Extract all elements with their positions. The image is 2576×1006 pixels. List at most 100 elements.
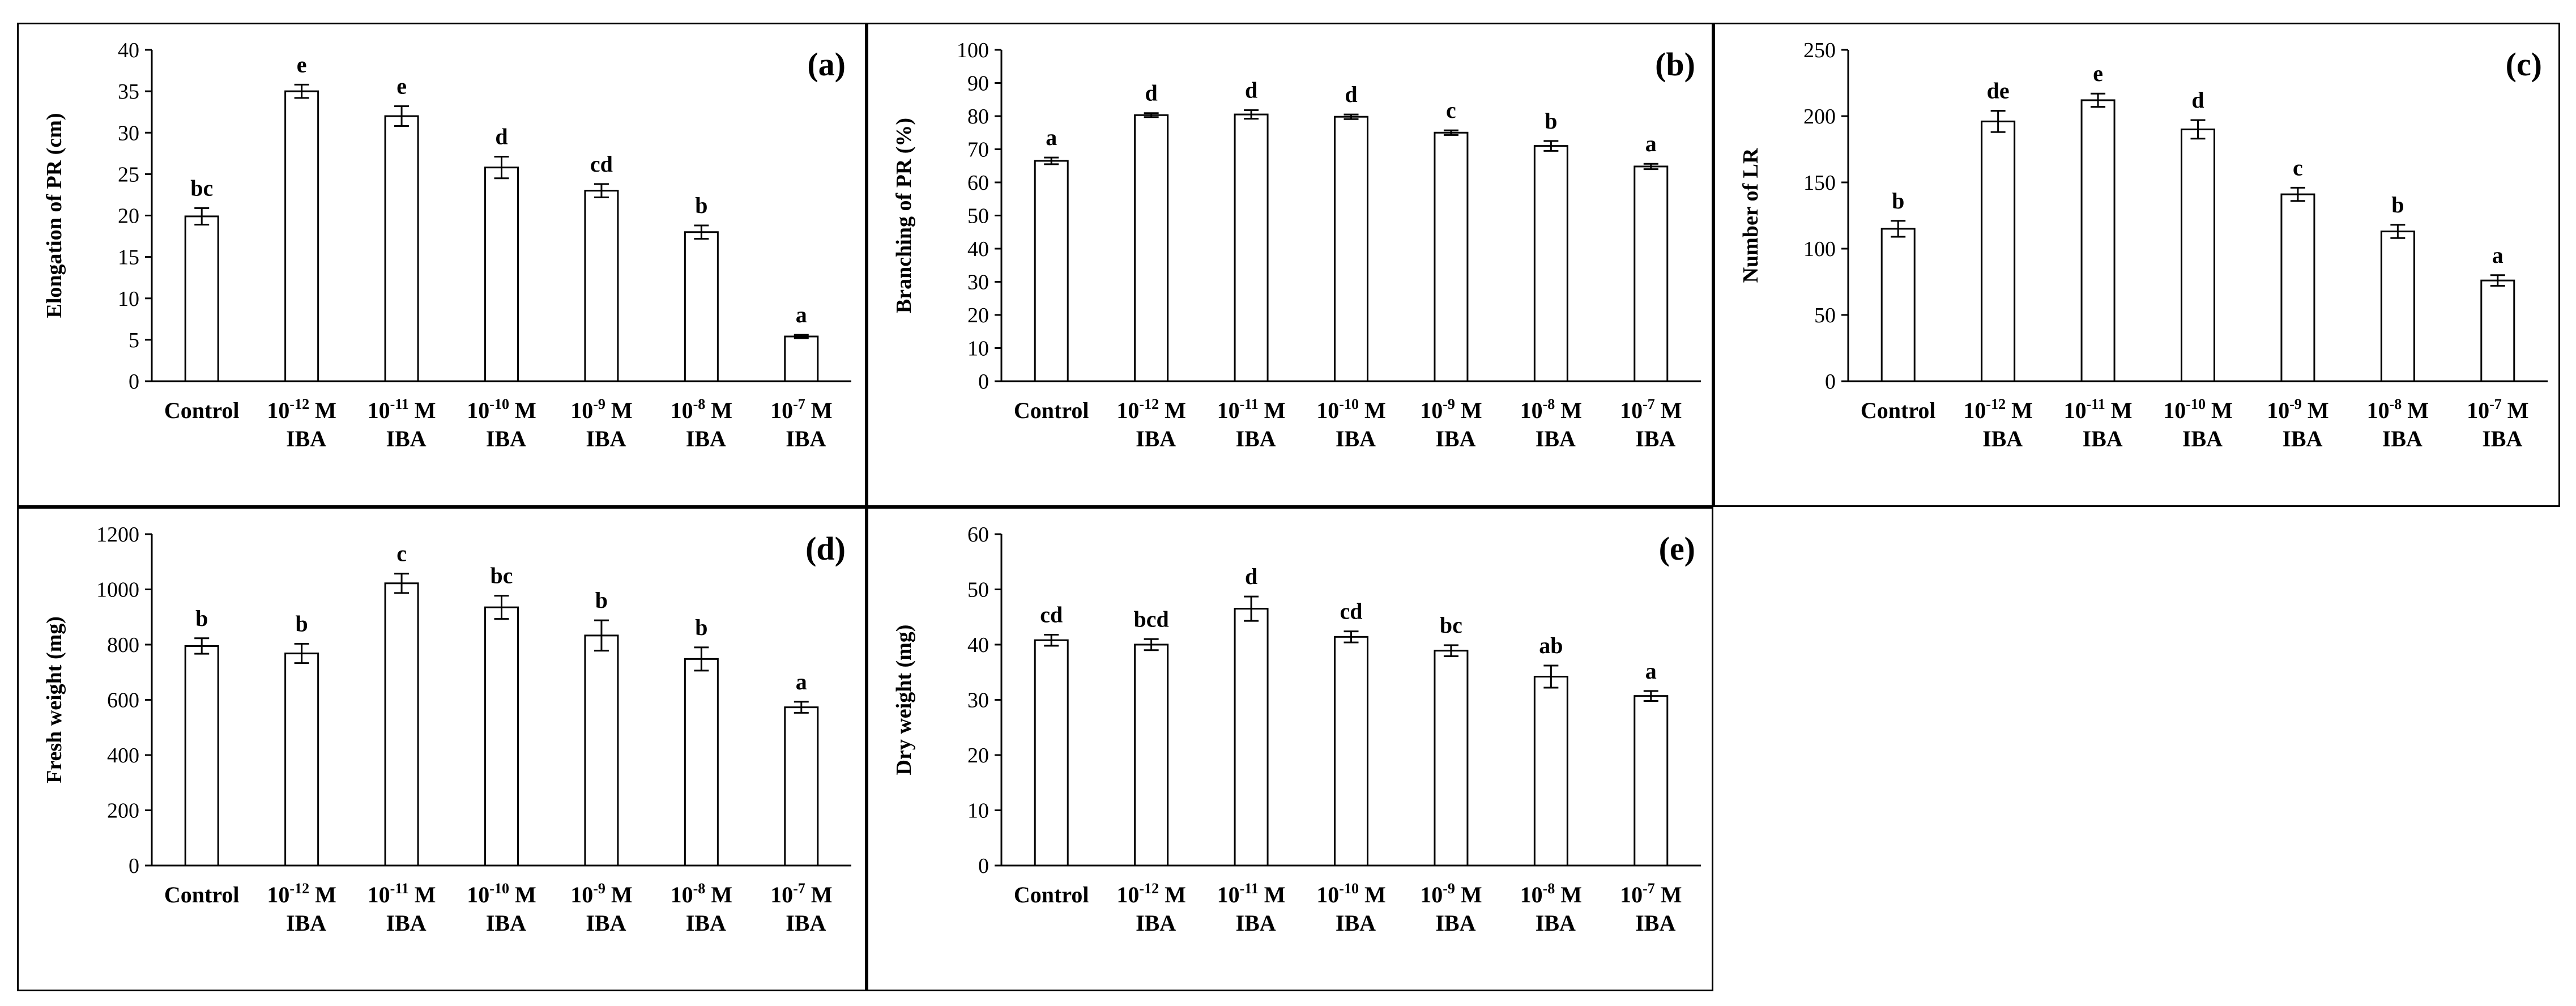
bar [484, 167, 519, 382]
bar [1880, 228, 1916, 382]
y-tick-label: 30 [967, 271, 989, 295]
significance-letter: c [396, 541, 407, 566]
x-tick-label-main: 10 [671, 398, 693, 423]
y-tick-label: 0 [129, 370, 139, 394]
y-axis-label: Fresh weight (mg) [42, 616, 66, 783]
x-tick-label-line2: IBA [786, 910, 826, 936]
x-tick-label-exponent: -11 [2087, 396, 2105, 412]
x-tick-label: 10-11 M [2064, 396, 2133, 423]
panel-label: (d) [805, 530, 846, 567]
x-tick-label: 10-12 M [1116, 396, 1185, 423]
x-tick-label: 10-9 M [1420, 880, 1482, 907]
x-tick-label-main: 10 [570, 398, 593, 423]
x-tick-label: 10-10 M [2163, 396, 2232, 423]
y-axis-label: Branching of PR (%) [892, 118, 916, 313]
x-tick-label-exponent: -8 [2390, 396, 2402, 412]
y-axis-label: Dry weight (mg) [892, 625, 916, 775]
significance-letter: c [1446, 97, 1456, 123]
x-tick-label-line2: IBA [786, 426, 826, 451]
x-tick-label-exponent: -11 [1240, 396, 1259, 412]
x-tick-label-line2: IBA [1136, 426, 1176, 451]
x-tick-label-line2: IBA [686, 426, 726, 451]
x-tick-label-line2: IBA [1236, 426, 1276, 451]
x-tick-label-main: 10 [1217, 398, 1240, 423]
y-tick-label: 40 [118, 39, 139, 62]
x-tick-label-line2: IBA [2182, 426, 2223, 451]
bar [2280, 193, 2315, 382]
x-tick-label-unit: M [509, 882, 536, 907]
x-tick-label-unit: M [1359, 398, 1386, 423]
chart-panel-a: 0 5 10 15 20 25 30 35 40 Elongation of PR (cm) (a)… [17, 23, 867, 507]
x-tick-label-exponent: -12 [289, 880, 309, 897]
x-tick-label-exponent: -9 [593, 396, 605, 412]
bar [1134, 643, 1169, 867]
x-tick-label: 10-8 M [671, 396, 732, 423]
x-tick-label: 10-7 M [1620, 396, 1682, 423]
significance-letter: d [2191, 87, 2204, 113]
significance-letter: e [2093, 61, 2103, 86]
y-tick-label: 30 [967, 689, 989, 713]
x-tick-label-main: 10 [368, 882, 390, 907]
x-tick-label-unit: M [1159, 398, 1186, 423]
y-tick-label: 0 [978, 370, 989, 394]
bar [1634, 695, 1669, 867]
chart-d: 0 200 400 600 800 1000 1200 Fresh weight (mg) (d… [42, 523, 851, 936]
x-tick-label: 10-7 M [1620, 880, 1682, 907]
x-tick-label-exponent: -12 [289, 396, 309, 412]
y-tick-label: 60 [967, 171, 989, 195]
x-tick-label-unit: M [1555, 398, 1582, 423]
x-tick-label: 10-12 M [1963, 396, 2032, 423]
x-tick-label: 10-10 M [467, 396, 536, 423]
x-tick-label-line2: IBA [1982, 426, 2023, 451]
significance-letter: a [1046, 125, 1057, 150]
x-tick-label-line2: IBA [286, 910, 326, 936]
panel-label: (a) [807, 46, 846, 83]
y-tick-label: 250 [1803, 39, 1836, 62]
x-tick-label-line2: IBA [486, 426, 526, 451]
significance-letter: e [396, 73, 407, 99]
bar [784, 335, 819, 382]
y-tick-label: 1000 [96, 578, 139, 602]
y-tick-label: 100 [1803, 237, 1836, 261]
bar [1034, 160, 1069, 382]
x-tick-label-main: 10 [1420, 398, 1443, 423]
x-tick-label-unit: M [1259, 882, 1286, 907]
significance-letter: a [1645, 131, 1657, 156]
x-tick-label-main: 10 [1420, 882, 1443, 907]
y-axis-label: Number of LR [1739, 148, 1763, 283]
x-tick-label-line2: IBA [386, 910, 427, 936]
x-tick-label-exponent: -9 [1443, 396, 1455, 412]
bar [2480, 279, 2515, 382]
x-tick-label-exponent: -9 [593, 880, 605, 897]
x-tick-label-line2: IBA [2482, 426, 2522, 451]
y-tick-label: 40 [967, 633, 989, 657]
x-tick-label-exponent: -8 [1543, 396, 1555, 412]
x-tick-label: 10-9 M [570, 880, 632, 907]
panel-label: (e) [1659, 530, 1695, 567]
x-tick-label-exponent: -10 [1339, 396, 1359, 412]
y-tick-label: 10 [967, 799, 989, 823]
y-tick-label: 40 [967, 237, 989, 261]
x-tick-label-main: Control [1014, 398, 1089, 423]
significance-letter: a [2492, 242, 2504, 268]
x-tick-label-line2: IBA [1236, 910, 1276, 936]
significance-letter: d [495, 124, 507, 150]
significance-letter: a [796, 302, 807, 327]
significance-letter: bc [491, 563, 513, 589]
x-tick-label: 10-9 M [1420, 396, 1482, 423]
bar [684, 231, 719, 382]
x-tick-label: 10-12 M [267, 396, 336, 423]
y-tick-label: 0 [978, 854, 989, 878]
x-tick-label-unit: M [1455, 882, 1482, 907]
x-tick-label-main: 10 [1963, 398, 1986, 423]
x-tick-label-main: 10 [1316, 882, 1339, 907]
x-tick-label: 10-8 M [2367, 396, 2429, 423]
bar [1434, 131, 1469, 382]
x-tick-label-main: 10 [1620, 882, 1643, 907]
y-tick-label: 200 [107, 799, 139, 823]
bar [1134, 114, 1169, 382]
chart-e: 0 10 20 30 40 50 60 Dry weight (mg) (e) cd Control… [892, 523, 1701, 936]
x-tick-label-line2: IBA [2282, 426, 2322, 451]
y-tick-label: 10 [967, 337, 989, 361]
